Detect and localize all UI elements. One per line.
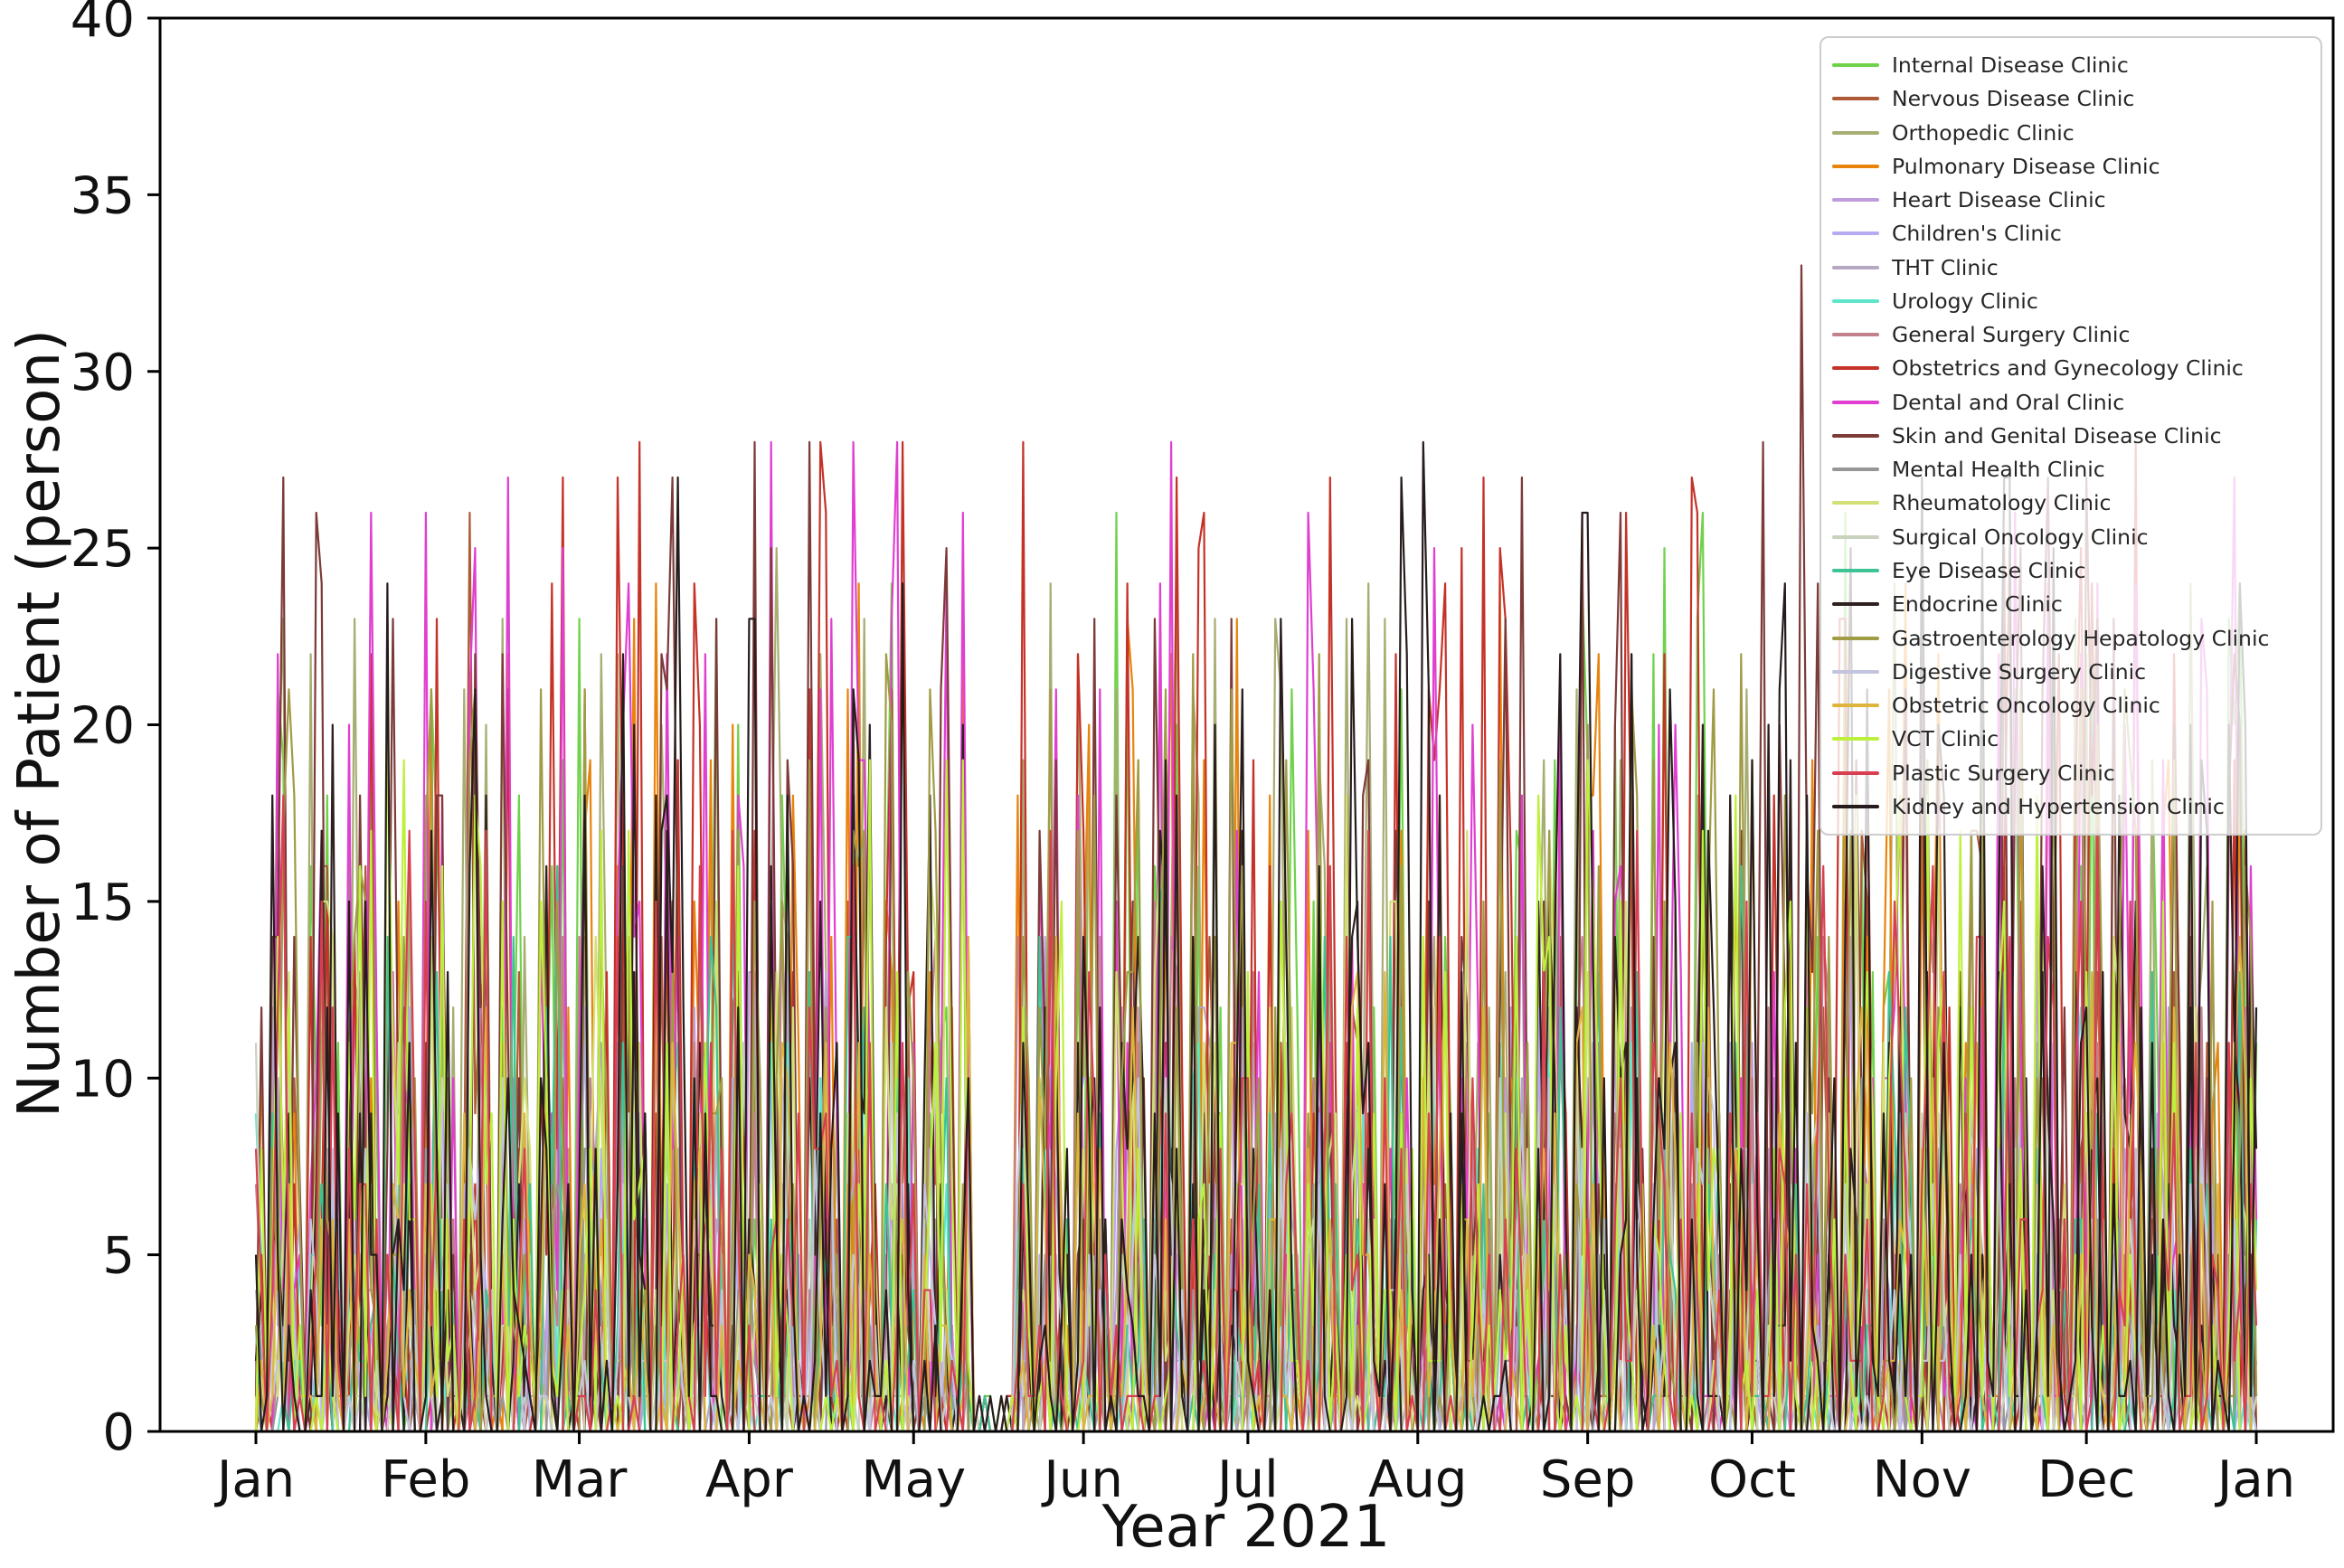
x-tick-label: Apr <box>705 1450 794 1509</box>
legend-line-swatch <box>1832 737 1879 741</box>
legend-label: Digestive Surgery Clinic <box>1892 658 2147 685</box>
legend-label: Urology Clinic <box>1892 288 2038 314</box>
legend-line-swatch <box>1832 568 1879 572</box>
legend-item-rheumatology-clinic: Rheumatology Clinic <box>1832 486 2313 519</box>
legend-label: Eye Disease Clinic <box>1892 557 2086 583</box>
legend-label: Plastic Surgery Clinic <box>1892 760 2115 786</box>
legend: Internal Disease Clinic Nervous Disease C… <box>1819 36 2322 836</box>
legend-item-general-surgery-clinic: General Surgery Clinic <box>1832 318 2313 351</box>
y-tick-label: 35 <box>71 166 135 225</box>
legend-item-pulmonary-disease-clinic: Pulmonary Disease Clinic <box>1832 150 2313 183</box>
x-tick-label: Jun <box>1041 1450 1123 1509</box>
legend-label: Kidney and Hypertension Clinic <box>1892 793 2225 819</box>
legend-line-swatch <box>1832 534 1879 539</box>
legend-line-swatch <box>1832 468 1879 472</box>
legend-item-digestive-surgery-clinic: Digestive Surgery Clinic <box>1832 656 2313 688</box>
legend-line-swatch <box>1832 669 1879 674</box>
y-axis-label: Number of Patient (person) <box>6 329 73 1118</box>
x-tick-label: Mar <box>532 1450 629 1509</box>
y-tick-label: 15 <box>71 874 135 932</box>
legend-label: Skin and Genital Disease Clinic <box>1892 422 2222 449</box>
x-axis-label: Year 2021 <box>1101 1494 1391 1561</box>
y-tick-label: 0 <box>102 1403 135 1462</box>
legend-label: Surgical Oncology Clinic <box>1892 524 2149 550</box>
y-tick-label: 10 <box>71 1050 135 1109</box>
legend-label: Internal Disease Clinic <box>1892 52 2129 78</box>
legend-item-orthopedic-clinic: Orthopedic Clinic <box>1832 117 2313 149</box>
legend-line-swatch <box>1832 704 1879 708</box>
legend-item-tht-clinic: THT Clinic <box>1832 251 2313 284</box>
legend-item-obstetric-oncology-clinic: Obstetric Oncology Clinic <box>1832 689 2313 722</box>
legend-label: Obstetric Oncology Clinic <box>1892 693 2160 719</box>
legend-line-swatch <box>1832 97 1879 101</box>
legend-item-vct-clinic: VCT Clinic <box>1832 723 2313 755</box>
legend-label: Mental Health Clinic <box>1892 457 2105 483</box>
y-tick-label: 5 <box>102 1227 135 1286</box>
legend-label: Heart Disease Clinic <box>1892 187 2106 213</box>
legend-item-obstetrics-and-gynecology-clinic: Obstetrics and Gynecology Clinic <box>1832 352 2313 384</box>
x-tick-label: Dec <box>2037 1450 2135 1509</box>
legend-line-swatch <box>1832 636 1879 640</box>
x-tick-label: Nov <box>1873 1450 1971 1509</box>
x-tick-label: Sep <box>1540 1450 1636 1509</box>
legend-line-swatch <box>1832 333 1879 337</box>
legend-line-swatch <box>1832 164 1879 168</box>
legend-label: Rheumatology Clinic <box>1892 490 2112 516</box>
x-tick-label: Jul <box>1215 1450 1279 1509</box>
x-tick-label: May <box>861 1450 966 1509</box>
legend-label: THT Clinic <box>1892 254 1999 280</box>
y-tick-label: 20 <box>71 697 135 756</box>
y-tick-label: 30 <box>71 344 135 402</box>
legend-item-surgical-oncology-clinic: Surgical Oncology Clinic <box>1832 521 2313 553</box>
legend-line-swatch <box>1832 433 1879 438</box>
legend-line-swatch <box>1832 63 1879 67</box>
legend-line-swatch <box>1832 501 1879 505</box>
legend-label: Obstetrics and Gynecology Clinic <box>1892 355 2244 382</box>
legend-label: Orthopedic Clinic <box>1892 119 2075 146</box>
legend-item-heart-disease-clinic: Heart Disease Clinic <box>1832 184 2313 216</box>
legend-line-swatch <box>1832 298 1879 303</box>
x-tick-label: Jan <box>2215 1450 2295 1509</box>
legend-label: General Surgery Clinic <box>1892 322 2131 348</box>
legend-label: VCT Clinic <box>1892 726 1999 752</box>
legend-item-children-s-clinic: Children's Clinic <box>1832 217 2313 250</box>
legend-label: Nervous Disease Clinic <box>1892 86 2135 112</box>
legend-line-swatch <box>1832 366 1879 371</box>
legend-label: Endocrine Clinic <box>1892 591 2063 618</box>
legend-line-swatch <box>1832 130 1879 135</box>
legend-line-swatch <box>1832 602 1879 607</box>
legend-line-swatch <box>1832 198 1879 203</box>
legend-line-swatch <box>1832 265 1879 269</box>
x-tick-label: Oct <box>1708 1450 1796 1509</box>
legend-item-kidney-and-hypertension-clinic: Kidney and Hypertension Clinic <box>1832 790 2313 823</box>
legend-item-internal-disease-clinic: Internal Disease Clinic <box>1832 49 2313 81</box>
legend-item-nervous-disease-clinic: Nervous Disease Clinic <box>1832 82 2313 115</box>
series-line-plastic-surgery-clinic <box>254 794 2258 1433</box>
y-tick-label: 25 <box>71 520 135 579</box>
legend-item-skin-and-genital-disease-clinic: Skin and Genital Disease Clinic <box>1832 420 2313 452</box>
legend-item-mental-health-clinic: Mental Health Clinic <box>1832 453 2313 486</box>
y-tick-label: 40 <box>71 0 135 49</box>
legend-line-swatch <box>1832 770 1879 775</box>
legend-item-endocrine-clinic: Endocrine Clinic <box>1832 588 2313 620</box>
legend-label: Gastroenterology Hepatology Clinic <box>1892 625 2270 651</box>
legend-line-swatch <box>1832 400 1879 404</box>
x-tick-label: Feb <box>381 1450 470 1509</box>
x-tick-label: Aug <box>1368 1450 1467 1509</box>
legend-item-dental-and-oral-clinic: Dental and Oral Clinic <box>1832 386 2313 419</box>
legend-line-swatch <box>1832 231 1879 236</box>
legend-item-urology-clinic: Urology Clinic <box>1832 285 2313 317</box>
legend-item-plastic-surgery-clinic: Plastic Surgery Clinic <box>1832 757 2313 789</box>
legend-label: Children's Clinic <box>1892 221 2062 247</box>
legend-line-swatch <box>1832 804 1879 808</box>
legend-item-gastroenterology-hepatology-clinic: Gastroenterology Hepatology Clinic <box>1832 622 2313 655</box>
legend-label: Dental and Oral Clinic <box>1892 389 2125 415</box>
legend-label: Pulmonary Disease Clinic <box>1892 153 2160 179</box>
legend-item-eye-disease-clinic: Eye Disease Clinic <box>1832 554 2313 587</box>
x-tick-label: Jan <box>214 1450 295 1509</box>
